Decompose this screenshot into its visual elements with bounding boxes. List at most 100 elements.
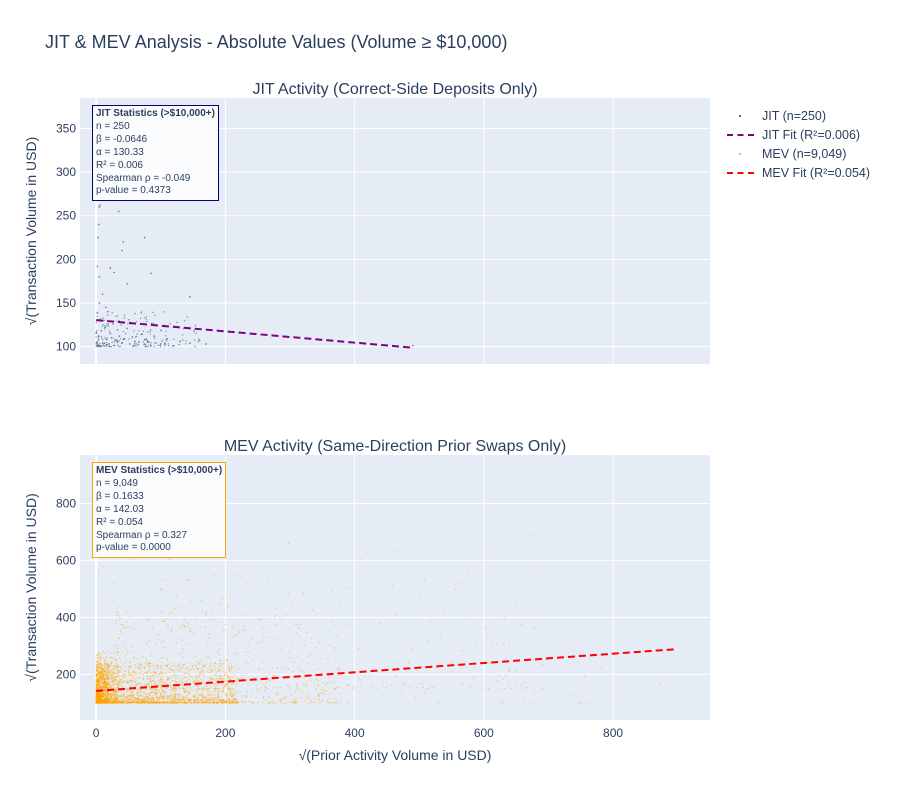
scatter-point [368,674,371,676]
scatter-point [96,670,98,673]
scatter-point [143,698,146,700]
scatter-point [115,689,117,692]
scatter-point [223,701,226,704]
scatter-point [216,701,218,704]
scatter-point [109,701,111,703]
scatter-point [116,685,118,687]
scatter-point [114,688,116,691]
scatter-point [131,677,134,679]
scatter-point [275,693,278,696]
scatter-point [419,596,421,599]
scatter-point [110,698,112,700]
scatter-point [105,691,107,693]
scatter-point [156,700,159,703]
scatter-point [160,701,162,704]
scatter-point [197,341,199,343]
scatter-point [120,702,123,704]
scatter-point [101,325,104,327]
legend-item-mev-fit[interactable]: MEV Fit (R²=0.054) [725,163,870,182]
scatter-point [227,699,229,702]
scatter-point [150,344,152,347]
scatter-point [170,701,172,703]
scatter-point [114,701,116,704]
scatter-point [100,679,103,681]
scatter-point [116,611,118,613]
scatter-point [225,694,227,696]
scatter-point [154,701,157,704]
scatter-point [118,701,120,703]
scatter-point [112,702,115,704]
scatter-point [129,701,132,704]
legend-item-jit[interactable]: JIT (n=250) [725,106,870,125]
scatter-point [106,310,109,313]
scatter-point [124,654,127,657]
scatter-point [113,699,116,701]
scatter-point [102,695,104,698]
scatter-point [115,702,117,704]
scatter-point [268,679,270,681]
scatter-point [202,699,204,701]
scatter-point [103,682,106,685]
scatter-point [227,701,230,704]
legend-item-jit-fit[interactable]: JIT Fit (R²=0.006) [725,125,870,144]
scatter-point [107,696,109,699]
scatter-point [201,611,204,614]
scatter-point [115,695,118,698]
scatter-point [223,702,225,704]
scatter-point [95,696,98,699]
scatter-point [193,702,195,704]
scatter-point [140,694,142,697]
scatter-point [165,700,168,703]
scatter-point [298,627,300,629]
scatter-point [139,682,141,685]
scatter-point [219,700,222,702]
scatter-point [118,695,121,697]
scatter-point [147,693,149,695]
scatter-point [120,701,123,704]
scatter-point [127,701,130,704]
scatter-point [334,688,337,690]
scatter-point [219,675,221,678]
scatter-point [122,241,125,243]
scatter-point [314,663,316,665]
scatter-point [219,659,221,662]
scatter-point [168,671,171,674]
scatter-point [138,667,140,670]
scatter-point [116,681,118,683]
scatter-point [114,658,116,661]
scatter-point [165,618,167,621]
scatter-point [276,686,279,689]
scatter-point [333,650,335,653]
scatter-point [198,701,200,704]
scatter-point [120,695,123,698]
scatter-point [101,675,104,677]
scatter-point [218,699,221,702]
scatter-point [159,344,161,346]
scatter-point [179,679,182,681]
scatter-point [231,700,234,703]
scatter-point [253,677,256,679]
scatter-point [283,696,285,699]
scatter-point [181,664,184,667]
scatter-point [164,343,166,346]
scatter-point [160,330,163,332]
scatter-point [278,616,281,618]
scatter-point [172,702,175,704]
scatter-point [112,667,114,670]
scatter-point [111,679,114,682]
scatter-point [97,671,100,674]
scatter-point [158,701,160,704]
scatter-point [163,672,166,674]
legend-item-mev[interactable]: MEV (n=9,049) [725,144,870,163]
scatter-point [296,683,298,685]
scatter-point [166,696,169,699]
scatter-point [169,323,171,325]
scatter-point [154,693,157,695]
scatter-point [139,702,141,704]
scatter-point [102,692,104,694]
scatter-point [123,693,126,695]
scatter-point [160,697,162,699]
scatter-point [211,668,213,670]
scatter-point [114,689,117,692]
scatter-point [233,699,235,701]
